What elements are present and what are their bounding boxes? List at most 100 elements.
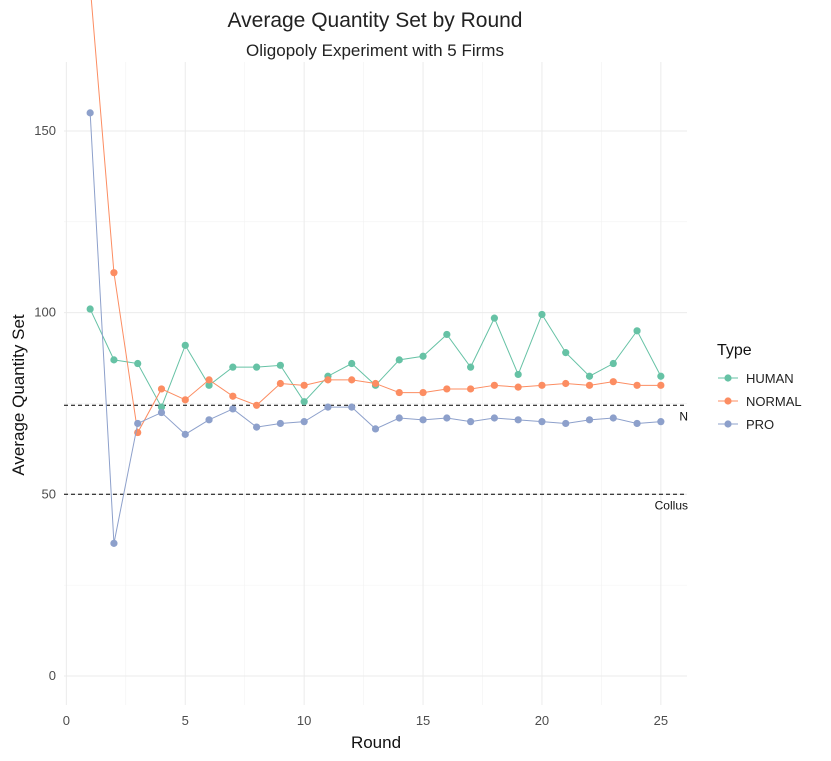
data-point-human bbox=[538, 310, 546, 319]
data-point-human bbox=[157, 403, 166, 411]
data-point-human bbox=[443, 330, 451, 339]
data-point-normal bbox=[324, 376, 332, 384]
data-point-normal bbox=[514, 383, 522, 391]
data-point-pro bbox=[633, 419, 641, 428]
data-point-normal bbox=[538, 381, 546, 389]
y-axis: 0 50 100 150 bbox=[34, 123, 56, 683]
data-point-normal bbox=[562, 379, 570, 388]
data-point-normal bbox=[300, 381, 308, 389]
data-point-normal bbox=[253, 401, 261, 409]
data-point-human bbox=[229, 363, 237, 371]
data-point-normal bbox=[205, 376, 213, 384]
data-point-pro bbox=[157, 408, 166, 417]
data-point-pro bbox=[657, 418, 665, 426]
reference-lines: N Collus bbox=[64, 404, 688, 512]
data-point-pro bbox=[181, 430, 189, 438]
data-point-pro bbox=[86, 109, 94, 117]
data-point-pro bbox=[324, 403, 332, 411]
data-point-human bbox=[253, 363, 261, 371]
data-point-human bbox=[609, 359, 617, 368]
data-point-normal bbox=[490, 381, 498, 389]
y-tick-label: 0 bbox=[49, 668, 56, 683]
reference-line-label: N bbox=[679, 409, 688, 423]
data-point-human bbox=[395, 356, 403, 364]
data-point-pro bbox=[538, 418, 546, 426]
data-point-pro bbox=[514, 416, 522, 424]
data-point-human bbox=[514, 370, 522, 379]
legend-key-point bbox=[724, 397, 732, 405]
data-point-pro bbox=[585, 416, 594, 424]
data-point-human bbox=[419, 352, 427, 360]
x-tick-label: 0 bbox=[63, 713, 70, 728]
data-point-human bbox=[585, 372, 594, 380]
data-point-pro bbox=[467, 418, 475, 426]
series-group bbox=[86, 0, 665, 547]
legend-label-normal: NORMAL bbox=[746, 394, 802, 409]
data-point-normal bbox=[633, 381, 641, 389]
legend-label-human: HUMAN bbox=[746, 371, 794, 386]
data-point-normal bbox=[276, 379, 284, 388]
series-line-pro bbox=[89, 112, 661, 544]
data-point-normal bbox=[419, 388, 427, 397]
legend: Type HUMAN NORMAL PRO bbox=[717, 342, 802, 432]
data-point-normal bbox=[371, 379, 380, 388]
legend-label-pro: PRO bbox=[746, 417, 774, 432]
data-point-pro bbox=[276, 419, 284, 428]
legend-key-point bbox=[724, 374, 732, 382]
data-point-normal bbox=[609, 378, 617, 386]
y-tick-label: 50 bbox=[42, 486, 56, 501]
y-axis-title: Average Quantity Set bbox=[9, 314, 28, 476]
chart-title: Average Quantity Set by Round bbox=[228, 9, 523, 32]
series-line-normal bbox=[90, 0, 661, 435]
data-point-normal bbox=[229, 392, 237, 400]
data-point-normal bbox=[157, 385, 166, 393]
data-point-pro bbox=[395, 414, 403, 422]
y-tick-label: 100 bbox=[34, 305, 56, 320]
data-point-human bbox=[348, 359, 356, 368]
data-point-human bbox=[276, 361, 284, 369]
data-point-pro bbox=[562, 419, 570, 428]
data-point-normal bbox=[443, 385, 451, 393]
data-point-pro bbox=[300, 418, 308, 426]
legend-key-point bbox=[724, 420, 732, 428]
data-point-pro bbox=[419, 416, 427, 424]
data-point-human bbox=[633, 327, 641, 335]
series-line-human bbox=[89, 308, 662, 409]
legend-title: Type bbox=[717, 342, 752, 359]
reference-line-label: Collus bbox=[655, 498, 688, 512]
data-point-pro bbox=[205, 416, 213, 424]
data-point-pro bbox=[348, 403, 356, 411]
x-axis-title: Round bbox=[351, 733, 401, 752]
data-point-normal bbox=[395, 388, 403, 397]
data-point-human bbox=[205, 381, 213, 389]
data-point-human bbox=[110, 356, 118, 364]
data-point-human bbox=[181, 341, 189, 349]
data-point-normal bbox=[467, 385, 475, 393]
chart-subtitle: Oligopoly Experiment with 5 Firms bbox=[246, 41, 504, 60]
data-point-pro bbox=[609, 414, 617, 422]
y-tick-label: 150 bbox=[34, 123, 56, 138]
data-point-normal bbox=[657, 381, 665, 389]
data-point-pro bbox=[443, 414, 451, 422]
data-point-human bbox=[467, 363, 475, 371]
data-point-normal bbox=[348, 376, 356, 384]
x-tick-label: 25 bbox=[654, 713, 668, 728]
data-point-human bbox=[657, 372, 665, 380]
data-point-pro bbox=[229, 405, 237, 413]
data-point-human bbox=[134, 359, 142, 368]
data-point-human bbox=[562, 349, 570, 357]
x-tick-label: 10 bbox=[297, 713, 311, 728]
data-point-normal bbox=[110, 269, 118, 277]
data-point-pro bbox=[490, 414, 498, 422]
x-axis: 0 5 10 15 20 25 bbox=[63, 713, 668, 728]
data-point-normal bbox=[181, 396, 189, 404]
x-tick-label: 20 bbox=[535, 713, 549, 728]
data-point-human bbox=[86, 305, 94, 313]
data-point-human bbox=[490, 314, 498, 322]
data-point-pro bbox=[371, 425, 380, 433]
x-tick-label: 5 bbox=[182, 713, 189, 728]
data-point-pro bbox=[110, 539, 118, 547]
data-point-normal bbox=[585, 381, 594, 389]
data-point-human bbox=[300, 398, 308, 406]
